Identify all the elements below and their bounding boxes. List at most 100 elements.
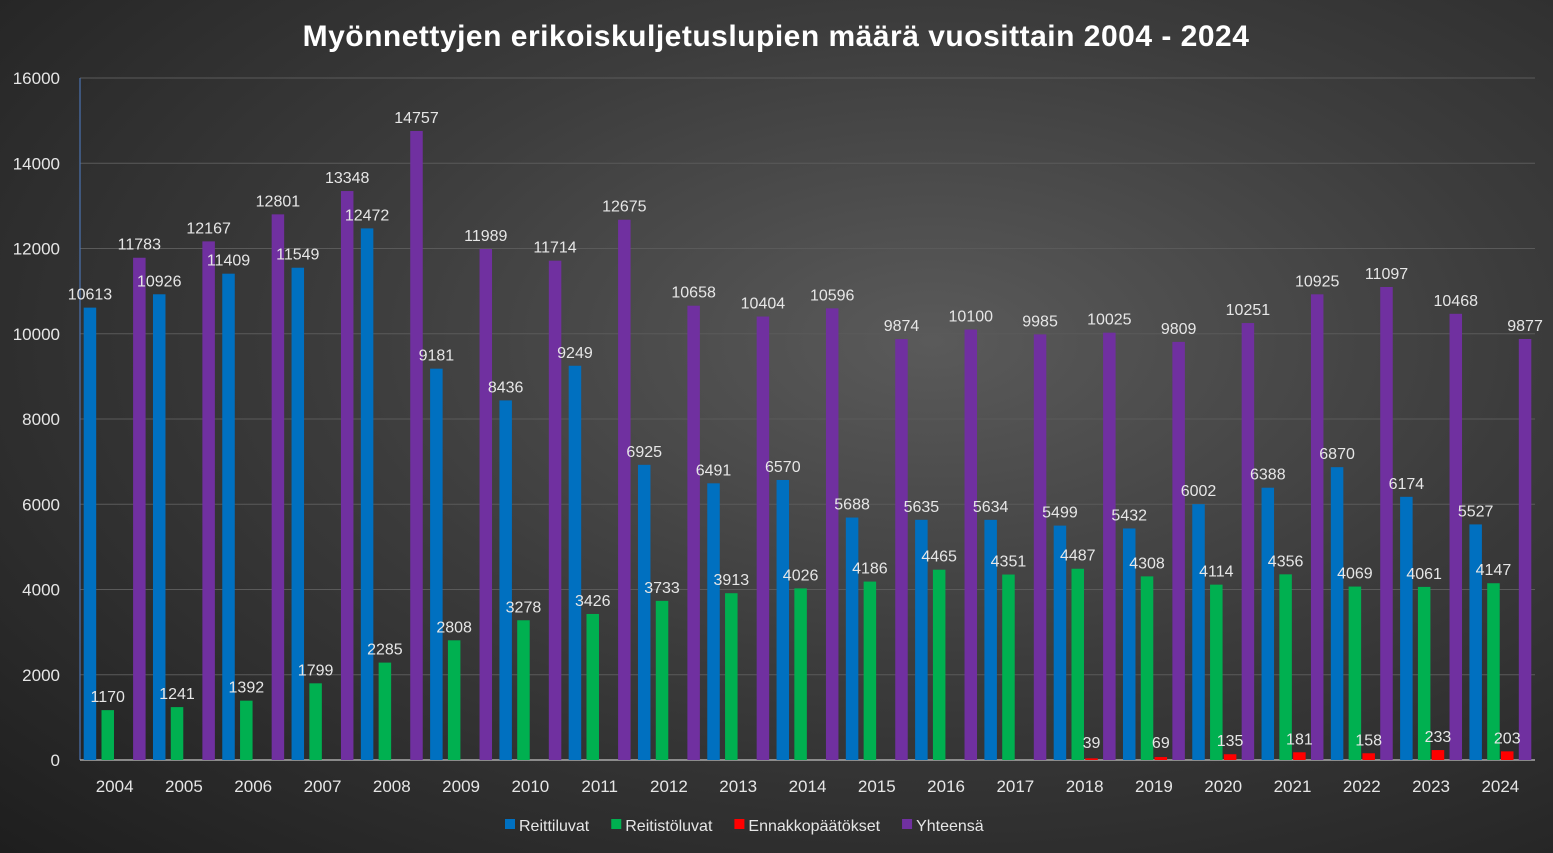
bar-yhteensä bbox=[479, 248, 493, 760]
bar-yhteensä bbox=[1103, 332, 1116, 760]
bar-reitistöluvat bbox=[170, 707, 184, 760]
bar-reittiluvat bbox=[915, 519, 928, 760]
data-label: 13348 bbox=[325, 170, 370, 187]
bar-yhteensä bbox=[133, 257, 146, 760]
x-tick-label: 2024 bbox=[1481, 777, 1519, 796]
y-tick-label: 2000 bbox=[22, 666, 60, 685]
bar-yhteensä bbox=[548, 260, 562, 760]
data-label: 4308 bbox=[1129, 555, 1165, 572]
data-label: 69 bbox=[1152, 735, 1170, 752]
x-tick-label: 2020 bbox=[1204, 777, 1242, 796]
y-tick-label: 8000 bbox=[22, 410, 60, 429]
bar-ennakkopäätökset bbox=[1085, 758, 1098, 760]
data-label: 4114 bbox=[1199, 564, 1234, 581]
bar-reitistöluvat bbox=[1417, 586, 1431, 760]
bar-reittiluvat bbox=[984, 519, 997, 760]
bar-yhteensä bbox=[1310, 294, 1324, 760]
data-label: 1392 bbox=[229, 680, 265, 697]
y-tick-label: 12000 bbox=[13, 240, 60, 259]
data-label: 11783 bbox=[118, 237, 161, 254]
bar-ennakkopäätökset bbox=[1154, 757, 1168, 760]
bar-reittiluvat bbox=[568, 365, 582, 760]
y-tick-label: 6000 bbox=[22, 495, 60, 514]
bar-reitistöluvat bbox=[586, 613, 599, 760]
data-label: 12472 bbox=[345, 207, 390, 224]
data-label: 39 bbox=[1083, 735, 1101, 752]
bar-reittiluvat bbox=[83, 307, 97, 760]
y-axis: 0 2000 4000 6000 8000 10000 12000 14000 16000 bbox=[13, 69, 60, 770]
data-label: 3913 bbox=[714, 572, 750, 589]
x-tick-label: 2014 bbox=[789, 777, 827, 796]
bar-yhteensä bbox=[340, 191, 354, 760]
bar-reitistöluvat bbox=[932, 569, 946, 760]
legend-swatch bbox=[902, 819, 913, 829]
x-tick-label: 2017 bbox=[996, 777, 1034, 796]
data-label: 3278 bbox=[506, 599, 542, 616]
bar-reitistöluvat bbox=[517, 620, 530, 760]
bar-reitistöluvat bbox=[309, 683, 322, 760]
bar-yhteensä bbox=[1449, 313, 1463, 760]
bar-reittiluvat bbox=[1122, 528, 1136, 760]
x-tick-label: 2021 bbox=[1274, 777, 1312, 796]
bar-yhteensä bbox=[687, 305, 700, 760]
bar-reittiluvat bbox=[291, 267, 305, 760]
data-label: 6925 bbox=[626, 444, 662, 461]
x-tick-label: 2008 bbox=[373, 777, 411, 796]
x-tick-label: 2005 bbox=[165, 777, 203, 796]
data-label: 14757 bbox=[394, 110, 439, 127]
data-label: 2285 bbox=[367, 642, 403, 659]
x-tick-label: 2018 bbox=[1066, 777, 1104, 796]
data-label: 9809 bbox=[1161, 321, 1197, 338]
bar-reitistöluvat bbox=[101, 710, 114, 760]
legend: Reittiluvat Reitistöluvat Ennakkopäätökset… bbox=[505, 818, 984, 835]
bar-reitistöluvat bbox=[1002, 574, 1015, 760]
data-label: 9181 bbox=[419, 348, 455, 365]
bar-yhteensä bbox=[1380, 286, 1393, 760]
legend-swatch bbox=[505, 819, 515, 829]
bar-yhteensä bbox=[1241, 323, 1255, 760]
bar-ennakkopäätökset bbox=[1293, 752, 1306, 760]
data-label: 11989 bbox=[464, 228, 507, 245]
data-label: 4356 bbox=[1268, 553, 1304, 570]
bar-yhteensä bbox=[1518, 338, 1532, 760]
data-label: 9877 bbox=[1507, 318, 1543, 335]
data-label: 9249 bbox=[557, 345, 593, 362]
data-label: 233 bbox=[1425, 729, 1452, 746]
bar-reitistöluvat bbox=[240, 700, 253, 760]
bar-reitistöluvat bbox=[378, 662, 392, 760]
x-tick-label: 2016 bbox=[927, 777, 965, 796]
data-label: 6870 bbox=[1319, 446, 1355, 463]
x-tick-label: 2023 bbox=[1412, 777, 1450, 796]
bar-reitistöluvat bbox=[1071, 568, 1084, 760]
y-tick-label: 14000 bbox=[13, 154, 60, 173]
bar-reittiluvat bbox=[360, 228, 374, 761]
bar-reitistöluvat bbox=[655, 600, 669, 760]
bar-reitistöluvat bbox=[1348, 586, 1362, 760]
y-tick-label: 16000 bbox=[13, 69, 60, 88]
data-label: 8436 bbox=[488, 379, 524, 396]
bar-yhteensä bbox=[1172, 341, 1185, 760]
data-label: 158 bbox=[1355, 732, 1382, 749]
bar-reitistöluvat bbox=[725, 593, 738, 760]
data-label: 11714 bbox=[533, 240, 576, 257]
bar-reitistöluvat bbox=[1210, 584, 1223, 760]
bars bbox=[83, 130, 1532, 761]
bar-reittiluvat bbox=[152, 294, 166, 760]
x-tick-label: 2019 bbox=[1135, 777, 1173, 796]
y-tick-label: 0 bbox=[51, 751, 60, 770]
bar-reittiluvat bbox=[845, 517, 859, 760]
bar-reittiluvat bbox=[430, 368, 443, 760]
data-label: 181 bbox=[1286, 731, 1313, 748]
data-label: 10658 bbox=[671, 285, 716, 302]
data-label: 4061 bbox=[1406, 566, 1442, 583]
data-label: 1241 bbox=[159, 686, 195, 703]
x-tick-label: 2006 bbox=[234, 777, 272, 796]
legend-swatch bbox=[611, 819, 622, 829]
data-label: 10596 bbox=[810, 287, 855, 304]
data-label: 11549 bbox=[276, 247, 319, 264]
data-label: 5499 bbox=[1042, 505, 1078, 522]
data-label: 10925 bbox=[1295, 273, 1340, 290]
bar-reitistöluvat bbox=[1487, 583, 1500, 760]
bar-yhteensä bbox=[895, 339, 908, 760]
data-label: 4351 bbox=[991, 554, 1027, 571]
